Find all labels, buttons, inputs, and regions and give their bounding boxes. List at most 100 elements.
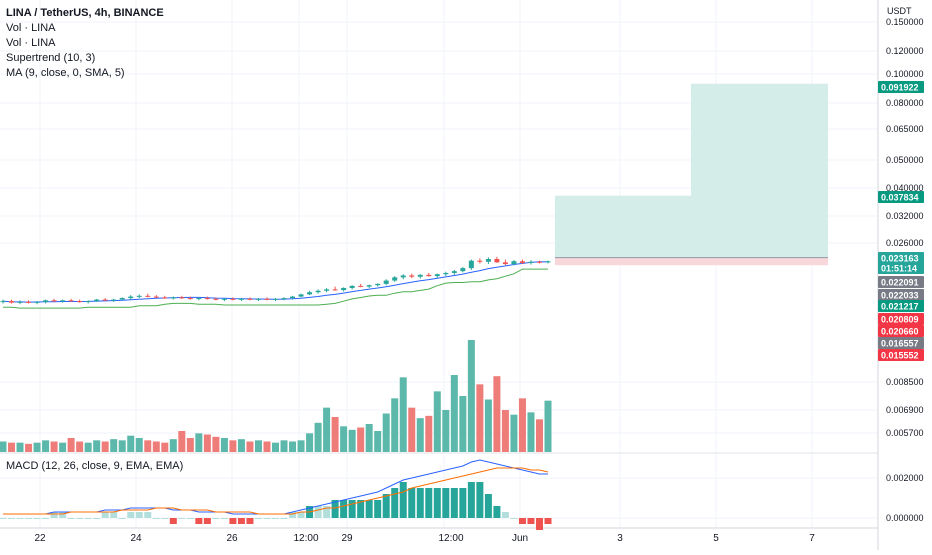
macd-histogram-bar xyxy=(442,488,450,518)
candle-body xyxy=(0,301,6,303)
candle-body xyxy=(145,295,151,297)
volume-bar xyxy=(306,433,314,452)
macd-histogram-bar xyxy=(110,512,118,518)
macd-histogram-bar xyxy=(416,488,424,518)
candle-body xyxy=(400,275,406,278)
candle-body xyxy=(451,271,457,273)
volume-bar xyxy=(84,442,92,452)
volume-bar xyxy=(59,442,67,452)
price-axis-tick: 0.026000 xyxy=(886,238,924,248)
macd-histogram-bar xyxy=(76,518,84,519)
macd-histogram-bar xyxy=(450,488,458,518)
chart-legend: LINA / TetherUS, 4h, BINANCE Vol · LINA … xyxy=(6,6,164,81)
macd-histogram-bar xyxy=(365,500,373,518)
volume-bar xyxy=(67,438,75,452)
macd-histogram-bar xyxy=(501,512,509,518)
candle-body xyxy=(43,300,49,302)
macd-histogram-bar xyxy=(459,488,467,518)
price-axis-tick: 0.120000 xyxy=(886,46,924,56)
macd-histogram-bar xyxy=(527,518,535,524)
time-axis-tick: 12:00 xyxy=(293,533,318,544)
signal-line xyxy=(3,467,549,515)
candle-body xyxy=(366,285,372,287)
time-axis-tick: 26 xyxy=(226,533,238,544)
price-label-box xyxy=(878,289,924,301)
macd-histogram-bar xyxy=(59,512,67,518)
volume-bar xyxy=(237,439,245,452)
macd-histogram-bar xyxy=(263,518,271,519)
macd-histogram-bar xyxy=(25,518,33,519)
profit-zone xyxy=(555,195,691,258)
volume-bar xyxy=(382,413,390,452)
macd-histogram-bar xyxy=(33,518,41,519)
candle-body xyxy=(153,296,159,298)
time-axis-tick: Jun xyxy=(512,533,528,544)
macd-histogram-bar xyxy=(272,518,279,519)
macd-histogram-bar xyxy=(8,518,16,519)
volume-bar xyxy=(272,442,279,452)
volume-bar xyxy=(186,438,194,452)
volume-bar xyxy=(25,443,33,452)
candle-body xyxy=(213,298,219,300)
volume-bar xyxy=(450,375,458,452)
macd-histogram-bar xyxy=(348,500,356,518)
indicator-ma[interactable]: MA (9, close, 0, SMA, 5) xyxy=(6,67,125,79)
price-label-box xyxy=(878,325,924,337)
macd-histogram-bar xyxy=(246,518,254,524)
indicator-volume-1[interactable]: Vol · LINA xyxy=(6,22,56,34)
macd-histogram-bar xyxy=(331,500,339,518)
volume-bar xyxy=(289,441,297,452)
indicator-volume-2[interactable]: Vol · LINA xyxy=(6,37,56,49)
volume-bar xyxy=(416,418,424,452)
symbol-title[interactable]: LINA / TetherUS, 4h, BINANCE xyxy=(6,7,164,19)
price-axis-tick: 0.080000 xyxy=(886,98,924,108)
price-label-box xyxy=(878,337,924,349)
time-axis-tick: 22 xyxy=(34,533,46,544)
indicator-supertrend[interactable]: Supertrend (10, 3) xyxy=(6,52,96,64)
candle-body xyxy=(536,261,542,263)
price-axis-unit[interactable]: USDT xyxy=(887,6,912,16)
candle-body xyxy=(460,268,466,272)
candle-body xyxy=(417,274,423,277)
volume-bar xyxy=(442,410,450,452)
macd-histogram-bar xyxy=(374,500,382,518)
price-axis-tick: 0.040000 xyxy=(886,183,924,193)
macd-histogram-bar xyxy=(408,488,416,518)
candle-body xyxy=(375,283,381,286)
candle-body xyxy=(60,300,66,302)
macd-histogram-bar xyxy=(280,518,288,519)
macd-histogram-bar xyxy=(84,518,92,519)
price-label-text: 0.023163 xyxy=(881,254,919,264)
volume-bar xyxy=(76,441,84,452)
price-label-box xyxy=(878,313,924,325)
macd-histogram-bar xyxy=(237,518,245,524)
candle-body xyxy=(179,297,185,299)
candle-body xyxy=(247,298,253,300)
macd-histogram-bar xyxy=(135,512,143,518)
volume-bar xyxy=(527,412,535,452)
volume-bar xyxy=(135,438,143,452)
price-label-box xyxy=(878,276,924,288)
volume-bar xyxy=(297,440,305,452)
macd-histogram-bar xyxy=(323,506,331,518)
candle-body xyxy=(358,285,364,287)
macd-histogram-bar xyxy=(50,512,58,518)
candle-body xyxy=(26,301,32,303)
candle-body xyxy=(324,289,330,291)
macd-histogram-bar xyxy=(467,482,475,518)
volume-bar xyxy=(544,400,552,452)
volume-bar xyxy=(484,399,492,452)
time-axis-tick: 24 xyxy=(130,533,142,544)
volume-bar xyxy=(220,438,228,452)
price-label-box xyxy=(878,262,924,274)
macd-histogram-bar xyxy=(535,518,543,530)
macd-histogram-bar xyxy=(297,512,305,518)
indicator-macd[interactable]: MACD (12, 26, close, 9, EMA, EMA) xyxy=(6,460,184,472)
volume-bar xyxy=(399,377,407,452)
macd-histogram-bar xyxy=(178,518,186,519)
macd-histogram-bar xyxy=(289,512,297,518)
price-axis-tick: 0.050000 xyxy=(886,155,924,165)
volume-bar xyxy=(195,433,203,452)
